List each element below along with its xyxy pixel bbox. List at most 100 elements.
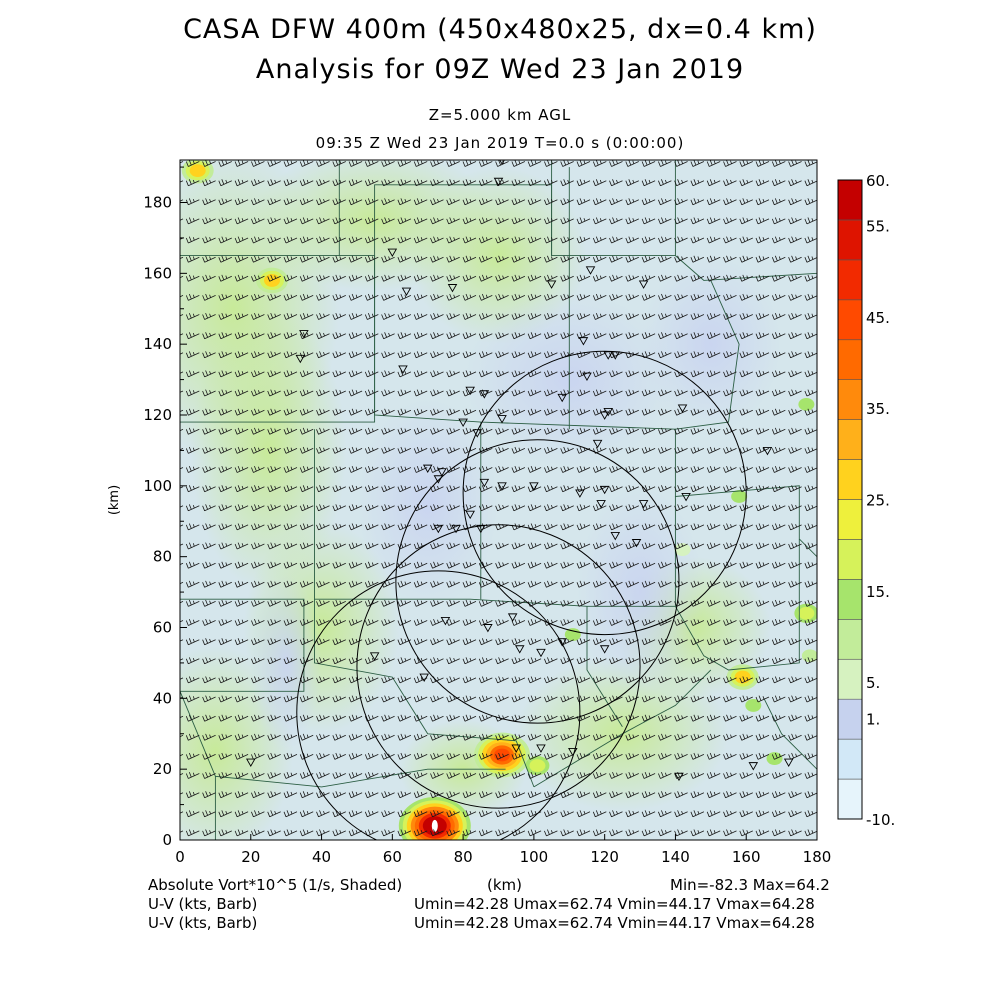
station-marker (603, 351, 613, 360)
x-tick-label: 60 (383, 848, 402, 866)
colorbar-label: 35. (866, 400, 890, 418)
county-boundary (551, 160, 676, 257)
field-shading (250, 574, 322, 752)
colorbar-bin (837, 179, 863, 221)
station-marker (783, 758, 794, 767)
station-marker (447, 284, 458, 293)
radar-range-ring (356, 524, 641, 809)
station-marker (585, 266, 596, 275)
station-marker (536, 648, 546, 658)
county-boundary (586, 606, 623, 727)
station-marker (398, 365, 408, 374)
county-boundary (314, 599, 535, 788)
station-marker (762, 446, 773, 456)
y-tick-label: 40 (153, 689, 172, 707)
colorbar-bin (837, 419, 863, 460)
colorbar-label: 5. (866, 674, 880, 692)
colorbar-bin (837, 658, 863, 700)
y-tick-label: 0 (162, 831, 172, 849)
station-marker (479, 478, 490, 488)
station-marker (458, 418, 468, 427)
vorticity-max (801, 649, 817, 663)
field-shading (640, 255, 782, 433)
station-marker (295, 354, 306, 364)
station-marker (507, 613, 518, 622)
station-marker (440, 616, 451, 626)
station-marker (479, 390, 490, 399)
colorbar-frame (837, 179, 863, 820)
radar-range-ring (395, 439, 680, 724)
station-marker (437, 468, 447, 477)
y-tick-label: 160 (143, 264, 172, 282)
vorticity-max (798, 606, 815, 620)
vorticity-peak (431, 819, 438, 832)
x-tick-label: 160 (732, 848, 761, 866)
station-marker (578, 337, 589, 346)
x-tick-label: 80 (454, 848, 473, 866)
station-marker (465, 386, 475, 396)
station-marker (638, 280, 649, 289)
station-marker (546, 280, 557, 289)
y-tick-label: 100 (143, 477, 172, 495)
colorbar-bin (837, 219, 863, 261)
colorbar-bin (837, 698, 863, 740)
station-marker (592, 439, 603, 449)
wind-stats-1: Umin=42.28 Umax=62.74 Vmin=44.17 Vmax=64… (414, 895, 815, 913)
wind-label-2: U-V (kts, Barb) (148, 914, 258, 932)
plot-title-line2: Analysis for 09Z Wed 23 Jan 2019 (255, 54, 745, 85)
station-marker (603, 408, 613, 417)
station-marker (472, 429, 483, 438)
radar-range-ring (296, 570, 581, 840)
colorbar-label: 15. (866, 583, 890, 601)
station-marker (493, 177, 504, 187)
station-marker (557, 393, 567, 403)
station-marker (514, 645, 525, 654)
station-marker (369, 652, 380, 661)
colorbar-bin (837, 459, 863, 500)
station-marker (599, 485, 610, 495)
vorticity-max (731, 490, 748, 503)
plot-frame (179, 159, 818, 841)
wind-stats-2: Umin=42.28 Umax=62.74 Vmin=44.17 Vmax=64… (414, 914, 815, 932)
county-boundary (533, 669, 712, 788)
station-marker (451, 524, 461, 534)
colorbar-bin (837, 499, 863, 540)
y-tick-label: 180 (143, 194, 172, 212)
y-tick-label: 140 (143, 335, 172, 353)
y-tick-label: 120 (143, 406, 172, 424)
station-marker (599, 411, 610, 420)
county-boundary (374, 255, 817, 558)
wind-barbs (180, 160, 817, 837)
colorbar-bin (837, 299, 863, 341)
vorticity-max (798, 397, 815, 411)
station-marker (631, 539, 642, 548)
station-marker (497, 482, 507, 491)
plot-title-line1: CASA DFW 400m (450x480x25, dx=0.4 km) (183, 14, 817, 45)
min-max-label: Min=-82.3 Max=64.2 (670, 876, 830, 894)
station-marker (422, 464, 433, 474)
vorticity-max (494, 748, 511, 762)
station-marker (433, 475, 444, 484)
station-marker (582, 372, 592, 381)
station-marker (677, 404, 688, 413)
station-marker (387, 248, 398, 257)
vorticity-max (564, 628, 581, 641)
x-tick-label: 140 (661, 848, 690, 866)
x-tick-label: 120 (590, 848, 619, 866)
colorbar-label: -10. (866, 811, 895, 829)
vorticity-max (529, 759, 546, 773)
station-marker (638, 500, 649, 509)
station-marker (476, 524, 486, 534)
station-marker (536, 744, 546, 753)
station-marker (483, 624, 493, 633)
x-tick-label: 40 (312, 848, 331, 866)
colorbar-bin (837, 778, 863, 820)
radar-range-ring (462, 350, 747, 636)
colorbar-label: 1. (866, 711, 880, 729)
station-marker (511, 744, 521, 753)
x-tick-label: 180 (803, 848, 832, 866)
colorbar-label: 25. (866, 492, 890, 510)
colorbar-bin (837, 379, 863, 420)
y-tick-label: 20 (153, 760, 172, 778)
